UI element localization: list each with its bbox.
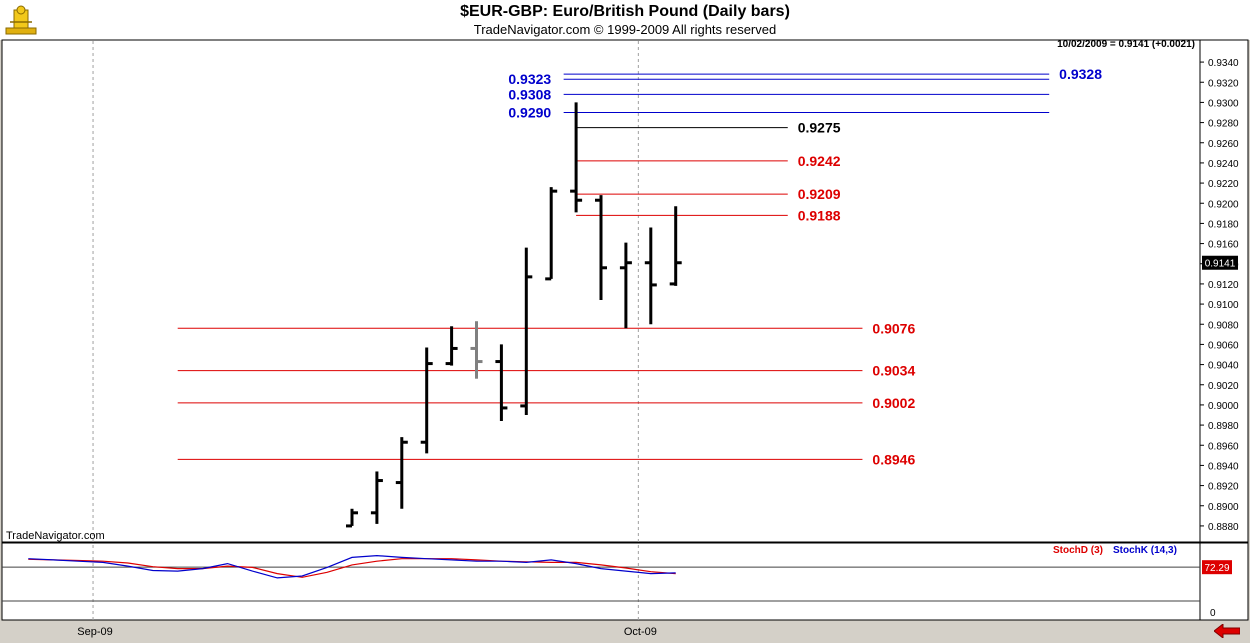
trade-navigator-logo-icon (5, 5, 37, 35)
ohlc-bar (495, 344, 508, 422)
chart-title: $EUR-GBP: Euro/British Pound (Daily bars… (460, 3, 790, 20)
price-level-label: 0.9328 (1059, 66, 1102, 82)
price-axis-label: 0.9340 (1208, 58, 1239, 69)
price-level-label: 0.9209 (798, 186, 841, 202)
price-axis-label: 0.9320 (1208, 78, 1239, 89)
price-axis-label: 0.9260 (1208, 139, 1239, 150)
price-axis-label: 0.8900 (1208, 502, 1239, 513)
price-axis-label: 0.9160 (1208, 240, 1239, 251)
legend-stochd: StochD (3) (1053, 545, 1103, 556)
price-axis-label: 0.8940 (1208, 461, 1239, 472)
price-axis-label: 0.9080 (1208, 320, 1239, 331)
watermark: TradeNavigator.com (6, 530, 105, 542)
scroll-left-arrow-icon[interactable] (1214, 624, 1240, 638)
ohlc-bar (570, 102, 583, 213)
stoch-series-line (28, 554, 676, 579)
price-axis-label: 0.9220 (1208, 179, 1239, 190)
price-axis-label: 0.9040 (1208, 361, 1239, 372)
ohlc-bar (395, 437, 408, 509)
price-axis-label: 0.9120 (1208, 280, 1239, 291)
date-axis: Sep-09 Oct-09 (77, 626, 657, 638)
ohlc-bar (445, 326, 458, 366)
price-axis-label: 0.9180 (1208, 219, 1239, 230)
ohlc-bar (644, 227, 657, 325)
indicator-panel (1, 542, 1201, 621)
price-axis-label: 0.9200 (1208, 199, 1239, 210)
price-axis-label: 0.9240 (1208, 159, 1239, 170)
ohlc-bar (520, 247, 533, 415)
last-price-label: 0.9141 (1205, 259, 1236, 270)
ohlc-bar (619, 242, 632, 329)
chart-header: $EUR-GBP: Euro/British Pound (Daily bars… (0, 0, 1250, 40)
ohlc-bar (370, 471, 383, 524)
vertical-gridlines (92, 41, 639, 620)
price-level-label: 0.9188 (798, 207, 841, 223)
legend-stochk: StochK (14,3) (1113, 545, 1177, 556)
date-axis-label: Sep-09 (77, 626, 112, 638)
ohlc-bar (420, 347, 433, 454)
price-level-label: 0.8946 (872, 451, 915, 467)
indicator-axis-panel (1199, 542, 1249, 621)
stoch-current-box (1202, 560, 1232, 575)
price-axis-label: 0.8960 (1208, 441, 1239, 452)
price-axis: 0.8880 0.8900 0.8920 0.8940 0.8960 0.8980 0.90… (1200, 58, 1239, 533)
ohlc-bars (346, 102, 682, 528)
stoch-current-label: 72.29 (1204, 563, 1229, 574)
price-axis-label: 0.9280 (1208, 119, 1239, 130)
last-price-box (1202, 255, 1238, 270)
price-axis-label: 0.9000 (1208, 401, 1239, 412)
price-level-label: 0.9034 (872, 363, 915, 379)
quote-readout: 10/02/2009 = 0.9141 (+0.0021) (1057, 39, 1195, 50)
price-level-label: 0.9076 (872, 320, 915, 336)
ohlc-bar (470, 321, 483, 379)
ohlc-bar (346, 508, 358, 528)
ohlc-bar (669, 206, 682, 286)
price-level-label: 0.9002 (872, 395, 915, 411)
price-axis-panel (1199, 39, 1249, 543)
price-axis-label: 0.8920 (1208, 482, 1239, 493)
price-level-label: 0.9290 (508, 105, 551, 121)
price-level-label: 0.9275 (798, 120, 841, 136)
stochastic-indicator: StochD (3) StochK (14,3) 0 72.29 (2, 545, 1232, 619)
chart-subtitle: TradeNavigator.com © 1999-2009 All right… (473, 22, 777, 37)
price-axis-label: 0.9060 (1208, 340, 1239, 351)
price-axis-label: 0.8980 (1208, 421, 1239, 432)
ohlc-bar (595, 195, 607, 301)
price-level-label: 0.9323 (508, 71, 551, 87)
date-axis-label: Oct-09 (624, 626, 657, 638)
price-axis-label: 0.9100 (1208, 300, 1239, 311)
ohlc-bar (545, 187, 558, 281)
indicator-axis-label: 0 (1210, 608, 1216, 619)
price-level-label: 0.9242 (798, 153, 841, 169)
price-level-label: 0.9308 (508, 86, 551, 102)
price-axis-label: 0.9020 (1208, 381, 1239, 392)
price-axis-label: 0.8880 (1208, 522, 1239, 533)
price-axis-label: 0.9300 (1208, 98, 1239, 109)
